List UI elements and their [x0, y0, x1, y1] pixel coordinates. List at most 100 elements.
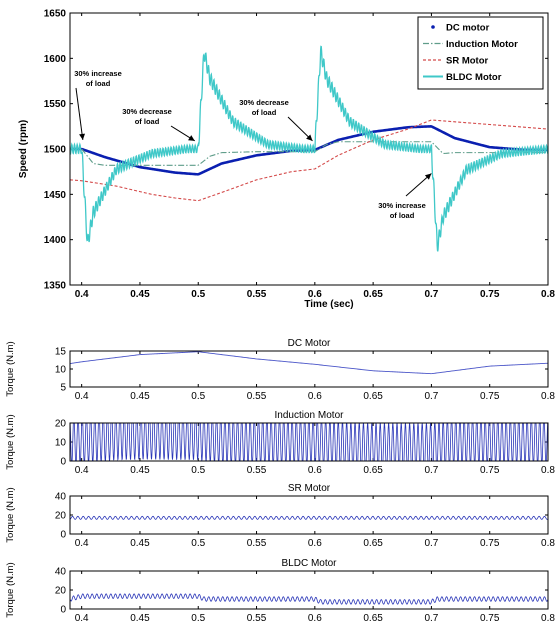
panel-3: 0.4 0.45 0.5 0.55 0.6 0.65 0.7 0.75 0.8 0 20 40 Torq… [5, 483, 555, 549]
x-tick-label: 0.75 [480, 465, 500, 476]
x-tick-label: 0.8 [541, 465, 555, 476]
x-tick-label: 0.7 [424, 289, 438, 300]
x-tick-label: 0.4 [75, 538, 89, 549]
annotation-arrowhead [188, 135, 195, 141]
annotation-arrowhead [79, 133, 86, 140]
y-axis-label: Torque (N.m) [5, 487, 16, 542]
x-tick-label: 0.8 [541, 391, 555, 402]
y-tick-label: 0 [60, 530, 66, 541]
x-tick-label: 0.6 [308, 465, 322, 476]
x-tick-label: 0.45 [130, 538, 150, 549]
y-tick-label: 40 [55, 492, 67, 503]
x-tick-label: 0.5 [191, 538, 205, 549]
x-tick-label: 0.8 [541, 538, 555, 549]
x-tick-label: 0.6 [308, 613, 322, 621]
legend-label: BLDC Motor [446, 72, 502, 83]
x-tick-label: 0.75 [480, 613, 500, 621]
x-tick-label: 0.6 [308, 289, 322, 300]
series-group [70, 351, 548, 375]
x-tick-label: 0.65 [363, 538, 383, 549]
annotation-arrow [75, 87, 84, 140]
x-tick-label: 0.55 [247, 289, 267, 300]
y-tick-label: 1650 [44, 9, 67, 20]
x-tick-label: 0.75 [480, 289, 500, 300]
axes-frame [69, 350, 549, 388]
annotation-0: 30% increase of load [74, 69, 122, 140]
x-tick-label: 0.65 [363, 613, 383, 621]
y-tick-label: 10 [55, 365, 67, 376]
y-tick-label: 1550 [44, 99, 67, 110]
series-line-4-0 [70, 593, 548, 605]
x-tick-label: 0.45 [130, 613, 150, 621]
x-tick-label: 0.65 [363, 289, 383, 300]
x-tick-label: 0.65 [363, 465, 383, 476]
y-axis-label: Torque (N.m) [5, 414, 16, 469]
x-tick-label: 0.5 [191, 613, 205, 621]
plot-area [70, 351, 548, 387]
y-axis-label: Speed (rpm) [18, 120, 29, 178]
x-tick-label: 0.55 [247, 538, 267, 549]
y-axis-label: Torque (N.m) [5, 341, 16, 396]
x-tick-label: 0.45 [130, 391, 150, 402]
y-tick-label: 5 [60, 383, 66, 394]
axes-frame [69, 570, 549, 610]
y-tick-label: 20 [55, 511, 67, 522]
series-line-sr-motor [70, 119, 548, 202]
x-tick-label: 0.45 [130, 465, 150, 476]
x-tick-label: 0.8 [541, 613, 555, 621]
x-tick-label: 0.7 [424, 465, 438, 476]
axes-frame [69, 422, 549, 462]
x-axis-label: Time (sec) [304, 299, 353, 310]
y-tick-label: 0 [60, 605, 66, 616]
x-tick-label: 0.4 [75, 465, 89, 476]
annotation-text: 30% decrease of load [122, 107, 172, 126]
x-tick-label: 0.4 [75, 613, 89, 621]
y-tick-label: 0 [60, 457, 66, 468]
annotation-2: 30% decrease of load [239, 98, 313, 142]
legend-swatch [431, 25, 435, 29]
x-tick-label: 0.5 [191, 391, 205, 402]
x-tick-label: 0.4 [75, 289, 89, 300]
x-tick-label: 0.75 [480, 391, 500, 402]
plot-area [70, 423, 548, 461]
x-tick-label: 0.5 [191, 289, 205, 300]
plot-area [70, 496, 548, 534]
x-tick-label: 0.7 [424, 391, 438, 402]
y-tick-label: 1600 [44, 54, 67, 65]
x-tick-label: 0.7 [424, 538, 438, 549]
annotation-arrowhead [424, 173, 432, 180]
panel-title: DC Motor [288, 338, 331, 349]
x-tick-label: 0.6 [308, 538, 322, 549]
plot-area [70, 571, 548, 609]
x-tick-label: 0.4 [75, 391, 89, 402]
x-tick-label: 0.65 [363, 391, 383, 402]
panel-1: 0.4 0.45 0.5 0.55 0.6 0.65 0.7 0.75 0.8 5 10 15 Torq… [5, 338, 555, 402]
panel-0: 0.4 0.45 0.5 0.55 0.6 0.65 0.7 0.75 0.8 1350 1400 1… [18, 9, 555, 311]
legend: DC motor Induction Motor SR Motor BLDC Moto… [417, 16, 544, 90]
x-tick-label: 0.45 [130, 289, 150, 300]
series-line-induction-motor [70, 141, 548, 166]
y-tick-label: 1450 [44, 190, 67, 201]
x-tick-label: 0.6 [308, 391, 322, 402]
y-axis-label: Torque (N.m) [5, 562, 16, 617]
annotation-1: 30% decrease of load [122, 107, 196, 142]
annotation-text: 30% increase of load [378, 201, 426, 220]
annotation-arrowhead [306, 134, 313, 141]
annotation-3: 30% increase of load [378, 173, 432, 220]
y-tick-label: 1350 [44, 281, 67, 292]
x-tick-label: 0.8 [541, 289, 555, 300]
y-tick-label: 10 [55, 438, 67, 449]
y-tick-label: 20 [55, 419, 67, 430]
annotation-text: 30% increase of load [74, 69, 122, 88]
y-tick-label: 20 [55, 586, 67, 597]
x-tick-label: 0.7 [424, 613, 438, 621]
axes-frame [69, 495, 549, 535]
x-tick-label: 0.55 [247, 465, 267, 476]
x-tick-label: 0.75 [480, 538, 500, 549]
series-line-bldc-motor [70, 45, 548, 252]
y-tick-label: 40 [55, 567, 67, 578]
legend-label: DC motor [446, 23, 490, 34]
y-tick-label: 15 [55, 347, 67, 358]
panel-title: Induction Motor [275, 410, 345, 421]
